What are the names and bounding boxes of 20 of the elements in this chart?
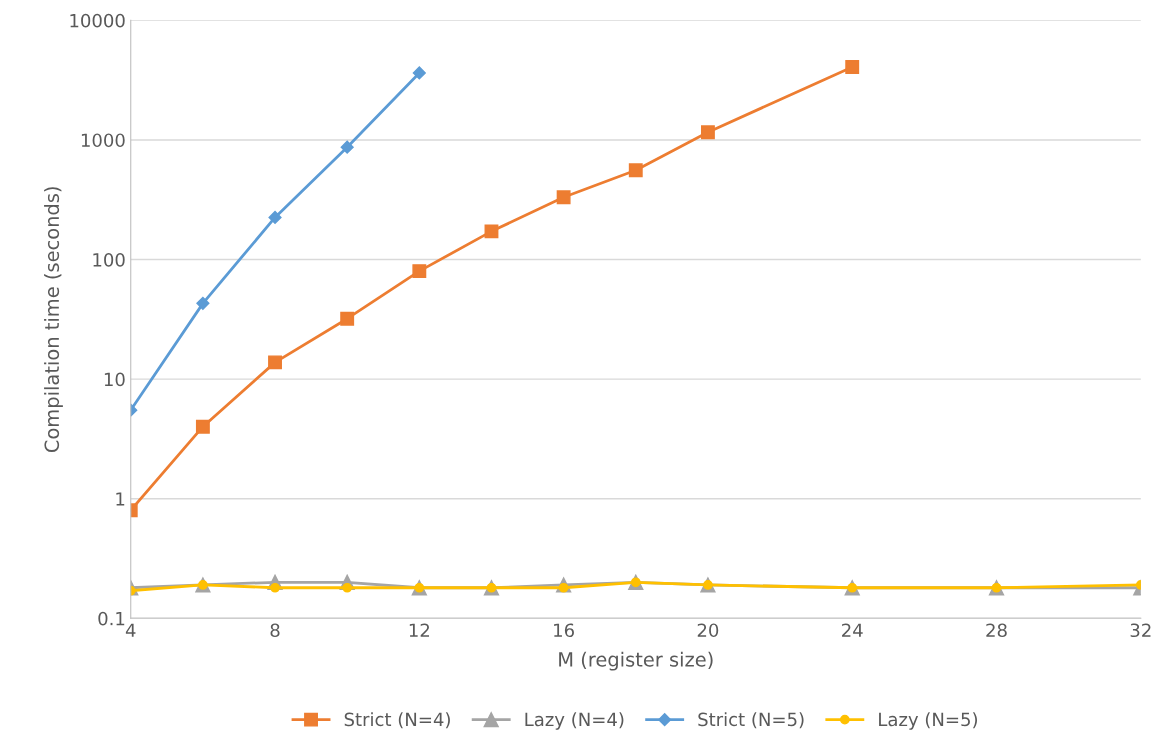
x-tick-label: 24 xyxy=(842,623,863,637)
y-tick-label: 10000 xyxy=(70,13,125,28)
x-tick-label: 12 xyxy=(409,623,430,637)
legend-label: Strict (N=4) xyxy=(344,712,450,729)
x-tick-label: 20 xyxy=(697,623,719,638)
x-tick-label: 16 xyxy=(554,623,574,638)
legend-label: Strict (N=5) xyxy=(698,712,804,729)
y-axis-title: Compilation time (seconds) xyxy=(44,187,63,453)
x-axis-title: M (register size) xyxy=(559,651,713,671)
y-tick-label: 100 xyxy=(93,252,125,267)
y-tick-label: 0.1 xyxy=(98,611,125,626)
y-tick-label: 1000 xyxy=(81,133,125,148)
legend-label: Lazy (N=4) xyxy=(525,712,624,730)
y-tick-label: 1 xyxy=(116,492,125,506)
x-tick-label: 28 xyxy=(986,623,1007,638)
x-tick-label: 32 xyxy=(1130,623,1151,638)
x-tick-label: 8 xyxy=(270,623,280,638)
y-tick-label: 10 xyxy=(104,372,125,387)
legend-label: Lazy (N=5) xyxy=(879,712,978,730)
x-tick-label: 4 xyxy=(125,623,136,637)
